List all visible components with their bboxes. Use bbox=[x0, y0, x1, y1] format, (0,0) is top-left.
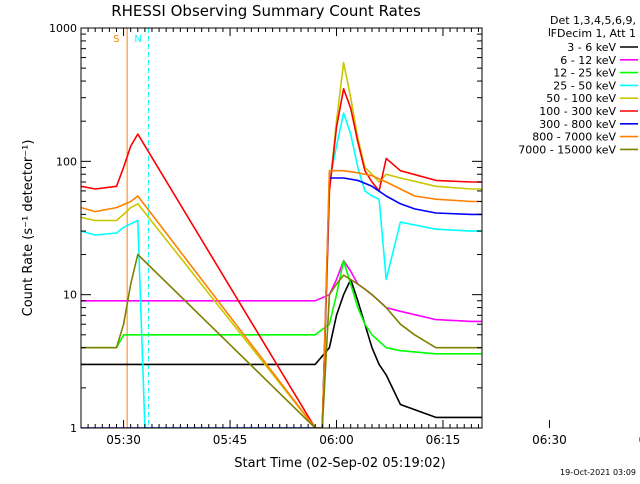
annotation-label-n: N bbox=[134, 34, 141, 45]
x-tick-label-0: 05:30 bbox=[106, 433, 141, 447]
x-tick-label-1: 05:45 bbox=[213, 433, 248, 447]
series-line-2 bbox=[81, 259, 482, 355]
axes: 1 10 100 1000 05:30 05:45 06:00 06:15 06:30 06:45 bbox=[49, 22, 640, 447]
legend-label-3: 25 - 50 keV bbox=[553, 79, 616, 92]
y-tick-label-0: 1 bbox=[70, 422, 77, 435]
series-line-7 bbox=[81, 169, 482, 428]
plot-frame bbox=[80, 27, 483, 429]
footer-date: 19-Oct-2021 03:09 bbox=[560, 468, 636, 477]
series-line-8 bbox=[81, 253, 482, 428]
y-tick-label-3: 1000 bbox=[49, 22, 77, 35]
series-line-3 bbox=[81, 112, 482, 428]
y-tick-label-1: 10 bbox=[63, 289, 77, 302]
legend-label-6: 300 - 800 keV bbox=[539, 118, 616, 131]
x-axis-label: Start Time (02-Sep-02 05:19:02) bbox=[234, 456, 445, 471]
legend-header-line-2: FDecim 1, Att 1 bbox=[551, 27, 636, 40]
x-tick-label-4: 06:30 bbox=[532, 433, 567, 447]
legend-label-4: 50 - 100 keV bbox=[546, 92, 616, 105]
legend-header-line-1: Det 1,3,4,5,6,9, bbox=[550, 14, 636, 27]
series-line-4 bbox=[81, 61, 482, 428]
legend: Det 1,3,4,5,6,9, FDecim 1, Att 1 3 - 6 k… bbox=[518, 14, 638, 156]
series-line-6 bbox=[81, 177, 482, 428]
legend-label-8: 7000 - 15000 keV bbox=[518, 143, 616, 156]
x-tick-label-2: 06:00 bbox=[319, 433, 354, 447]
legend-label-0: 3 - 6 keV bbox=[567, 41, 616, 54]
legend-label-1: 6 - 12 keV bbox=[560, 54, 616, 67]
series-line-5 bbox=[81, 88, 482, 428]
y-tick-label-2: 100 bbox=[56, 155, 77, 168]
y-axis-label: Count Rate (s⁻¹ detector⁻¹) bbox=[21, 140, 36, 317]
chart-title: RHESSI Observing Summary Count Rates bbox=[111, 2, 421, 20]
legend-label-2: 12 - 25 keV bbox=[553, 67, 616, 80]
legend-label-5: 100 - 300 keV bbox=[539, 105, 616, 118]
series-group bbox=[81, 28, 482, 428]
annotation-label-s: S bbox=[113, 34, 119, 45]
x-tick-label-5: 06:45 bbox=[639, 433, 640, 447]
x-tick-label-3: 06:15 bbox=[426, 433, 461, 447]
legend-label-7: 800 - 7000 keV bbox=[532, 131, 616, 144]
